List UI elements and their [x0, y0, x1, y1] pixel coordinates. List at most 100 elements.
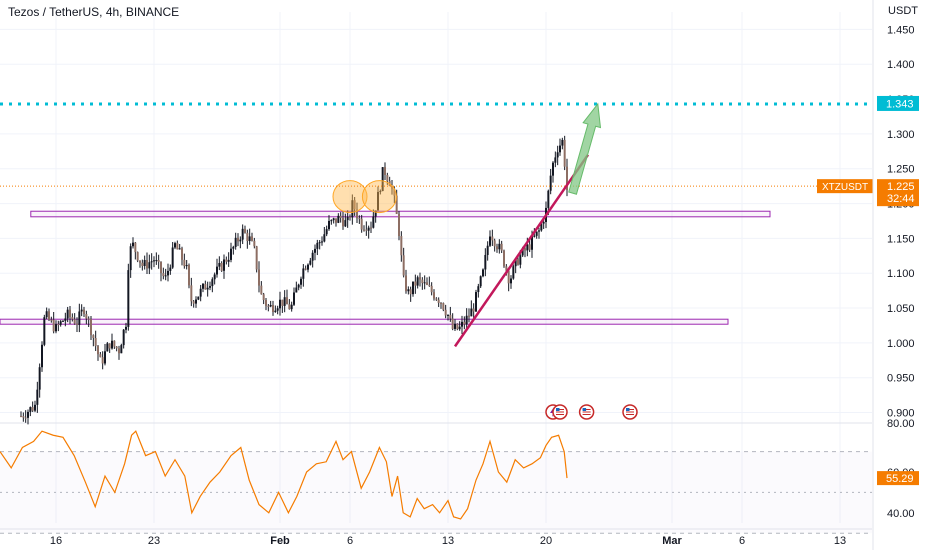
candle-body — [209, 286, 211, 288]
candle-body — [330, 220, 333, 222]
rsi-band-fill — [0, 452, 872, 534]
candle-body — [302, 268, 305, 279]
candle-body — [143, 260, 146, 267]
candle-body — [295, 287, 298, 293]
price-tick-label: 0.950 — [887, 373, 915, 385]
candle-body — [141, 262, 144, 267]
candle-body — [414, 281, 417, 286]
candle-body — [381, 167, 384, 192]
candle-body — [204, 283, 207, 290]
candle-body — [409, 289, 412, 295]
candle-body — [444, 309, 447, 316]
candle-body — [554, 157, 557, 163]
currency-label: USDT — [888, 5, 918, 17]
candle-body — [197, 296, 200, 300]
rsi-top-clip-label: 80.00 — [887, 418, 915, 430]
time-axis[interactable]: 16 23 Feb 6 13 20 Mar 6 13 — [0, 528, 872, 547]
price-tick-label: 1.000 — [887, 338, 915, 350]
candle-body — [31, 407, 34, 411]
candle-body — [521, 248, 524, 256]
candle-body — [423, 282, 426, 284]
candle-body — [519, 255, 522, 265]
candle-body — [57, 324, 60, 326]
candle-body — [437, 299, 440, 303]
price-axis[interactable]: 1.4501.4001.3001.2501.2001.1501.1001.050… — [872, 0, 919, 550]
candle-body — [120, 345, 123, 354]
candle-body — [276, 308, 279, 311]
flag-canton — [582, 408, 587, 411]
symbol-tag[interactable] — [817, 179, 873, 194]
candle-body — [353, 200, 356, 210]
candle-body — [374, 210, 377, 217]
grid-lines — [0, 12, 872, 523]
candle-body — [505, 266, 508, 271]
ascending-trendline[interactable] — [453, 154, 590, 348]
projection-arrow-icon[interactable] — [568, 102, 602, 195]
candle-body — [118, 348, 120, 354]
support-zone[interactable] — [0, 318, 729, 325]
flag-canton — [556, 408, 560, 411]
candle-body — [370, 227, 372, 229]
candle-body — [36, 389, 39, 405]
target-price-tag[interactable] — [877, 95, 919, 111]
resistance-zone[interactable] — [30, 210, 771, 218]
candle-body — [108, 343, 111, 349]
candle-body — [223, 259, 225, 271]
candle-body — [461, 321, 463, 327]
candle-body — [267, 305, 270, 307]
candle-body — [288, 304, 291, 310]
chart-annotations[interactable]: XTZUSDT — [0, 102, 873, 420]
candle-body — [136, 252, 139, 261]
candle-body — [428, 284, 431, 286]
highlight-circle[interactable] — [361, 180, 397, 214]
candle-body — [139, 260, 141, 263]
candle-body — [318, 242, 321, 244]
candle-body — [115, 346, 118, 349]
time-tick-label: 6 — [347, 535, 353, 547]
candle-body — [153, 260, 155, 262]
candle-body — [398, 213, 400, 237]
candle-body — [465, 315, 468, 325]
price-tick-label: 1.100 — [887, 268, 915, 280]
candle-body — [148, 262, 151, 269]
candle-body — [447, 314, 449, 316]
candle-body — [477, 286, 480, 293]
time-tick-label: Feb — [270, 535, 290, 547]
candle-body — [181, 248, 183, 260]
candle-body — [262, 294, 265, 301]
candle-body — [356, 209, 358, 219]
candle-body — [251, 236, 253, 241]
candle-body — [412, 281, 414, 295]
candle-body — [493, 240, 496, 247]
price-tick-label: 1.150 — [887, 233, 915, 245]
candle-body — [328, 220, 330, 230]
candle-body — [265, 300, 267, 306]
rsi-value-tag[interactable] — [877, 471, 919, 486]
time-tick-label: 13 — [442, 535, 454, 547]
candle-body — [463, 321, 466, 325]
candle-body — [293, 292, 295, 305]
candle-body — [426, 282, 428, 285]
price-tick-label: 1.400 — [887, 59, 915, 71]
candle-body — [367, 227, 370, 231]
price-tick-label: 0.900 — [887, 408, 915, 420]
candle-body — [157, 260, 160, 262]
candle-body — [85, 314, 88, 319]
last-price-tag[interactable] — [877, 179, 919, 207]
candle-body — [183, 259, 186, 267]
candle-body — [178, 248, 181, 250]
candle-body — [552, 162, 554, 176]
candle-body — [512, 266, 515, 279]
candle-body — [199, 288, 202, 297]
candle-body — [50, 319, 53, 321]
candle-body — [188, 265, 190, 286]
candle-body — [470, 308, 473, 317]
candle-body — [167, 270, 169, 276]
candle-body — [239, 239, 242, 242]
candle-body — [99, 354, 102, 358]
candle-body — [113, 340, 116, 347]
highlight-circle[interactable] — [332, 180, 368, 214]
candle-body — [468, 315, 470, 317]
price-zones[interactable] — [0, 210, 771, 325]
